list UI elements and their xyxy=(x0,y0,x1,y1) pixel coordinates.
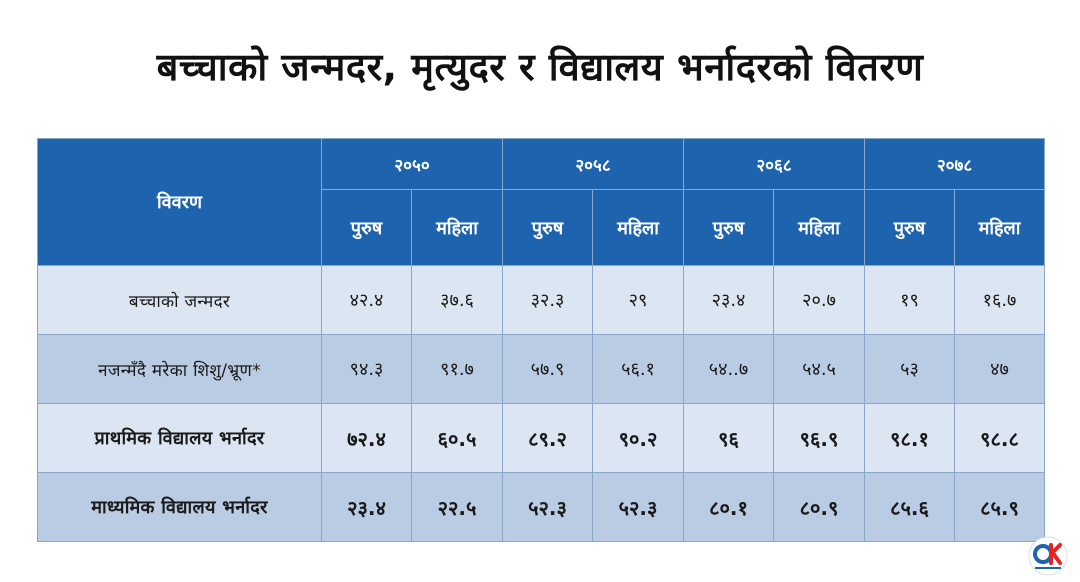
female-header: महिला xyxy=(592,189,684,266)
table-cell: ८५.९ xyxy=(954,472,1045,542)
table-cell: ३७.६ xyxy=(411,265,503,335)
table-cell: ८०.१ xyxy=(683,472,774,542)
table-cell: ३२.३ xyxy=(502,265,593,335)
table-cell: २३.४ xyxy=(683,265,774,335)
table-cell: २२.५ xyxy=(411,472,503,542)
table-cell: ८९.२ xyxy=(502,403,593,473)
row-label: माध्यमिक विद्यालय भर्नादर xyxy=(37,472,322,542)
row-label: नजन्मँदै मरेका शिशु/भ्रूण* xyxy=(37,334,322,404)
table-cell: २९ xyxy=(592,265,684,335)
table-cell: ५२.३ xyxy=(502,472,593,542)
table-row-birth-rate: बच्चाको जन्मदर ४२.४ ३७.६ ३२.३ २९ २३.४ २०… xyxy=(37,265,1045,335)
table-cell: ६०.५ xyxy=(411,403,503,473)
table-cell: ९८.१ xyxy=(864,403,955,473)
table-cell: ४२.४ xyxy=(321,265,412,335)
year-header: २०५० xyxy=(321,138,503,190)
table-cell: ८०.९ xyxy=(773,472,865,542)
table-cell: ७२.४ xyxy=(321,403,412,473)
row-label: प्राथमिक विद्यालय भर्नादर xyxy=(37,403,322,473)
table-cell: २०.७ xyxy=(773,265,865,335)
male-header: पुरुष xyxy=(683,189,774,266)
table-cell: २३.४ xyxy=(321,472,412,542)
year-header: २०६८ xyxy=(683,138,865,190)
female-header: महिला xyxy=(411,189,503,266)
table-cell: ९४.३ xyxy=(321,334,412,404)
table-cell: ८५.६ xyxy=(864,472,955,542)
statistics-table: विवरण २०५० २०५८ २०६८ २०७८ पुरुष महिला पु… xyxy=(37,138,1045,542)
description-header: विवरण xyxy=(37,138,322,266)
table-cell: ९०.२ xyxy=(592,403,684,473)
year-header: २०७८ xyxy=(864,138,1045,190)
table-row-secondary-enrollment: माध्यमिक विद्यालय भर्नादर २३.४ २२.५ ५२.३… xyxy=(37,472,1045,542)
male-header: पुरुष xyxy=(321,189,412,266)
table-cell: ५७.९ xyxy=(502,334,593,404)
male-header: पुरुष xyxy=(502,189,593,266)
table-cell: ५२.३ xyxy=(592,472,684,542)
table-cell: ४७ xyxy=(954,334,1045,404)
year-header: २०५८ xyxy=(502,138,684,190)
table-cell: ५४..७ xyxy=(683,334,774,404)
table-row-infant-death: नजन्मँदै मरेका शिशु/भ्रूण* ९४.३ ९१.७ ५७.… xyxy=(37,334,1045,404)
year-header-row: विवरण २०५० २०५८ २०६८ २०७८ xyxy=(37,138,1045,266)
row-label: बच्चाको जन्मदर xyxy=(37,265,322,335)
male-header: पुरुष xyxy=(864,189,955,266)
table-cell: ५४.५ xyxy=(773,334,865,404)
sex-header-row: पुरुष महिला पुरुष महिला पुरुष महिला पुरु… xyxy=(38,189,1045,266)
table-cell: १६.७ xyxy=(954,265,1045,335)
onlinekhabar-logo xyxy=(1028,536,1068,576)
table-cell: ९६.९ xyxy=(773,403,865,473)
table-cell: ५६.१ xyxy=(592,334,684,404)
table-cell: ९८.८ xyxy=(954,403,1045,473)
female-header: महिला xyxy=(773,189,865,266)
female-header: महिला xyxy=(954,189,1045,266)
table-cell: ५३ xyxy=(864,334,955,404)
table-row-primary-enrollment: प्राथमिक विद्यालय भर्नादर ७२.४ ६०.५ ८९.२… xyxy=(37,403,1045,473)
table-cell: ९१.७ xyxy=(411,334,503,404)
page-title: बच्चाको जन्मदर, मृत्युदर र विद्यालय भर्न… xyxy=(156,45,924,89)
table-cell: ९६ xyxy=(683,403,774,473)
table-cell: १९ xyxy=(864,265,955,335)
